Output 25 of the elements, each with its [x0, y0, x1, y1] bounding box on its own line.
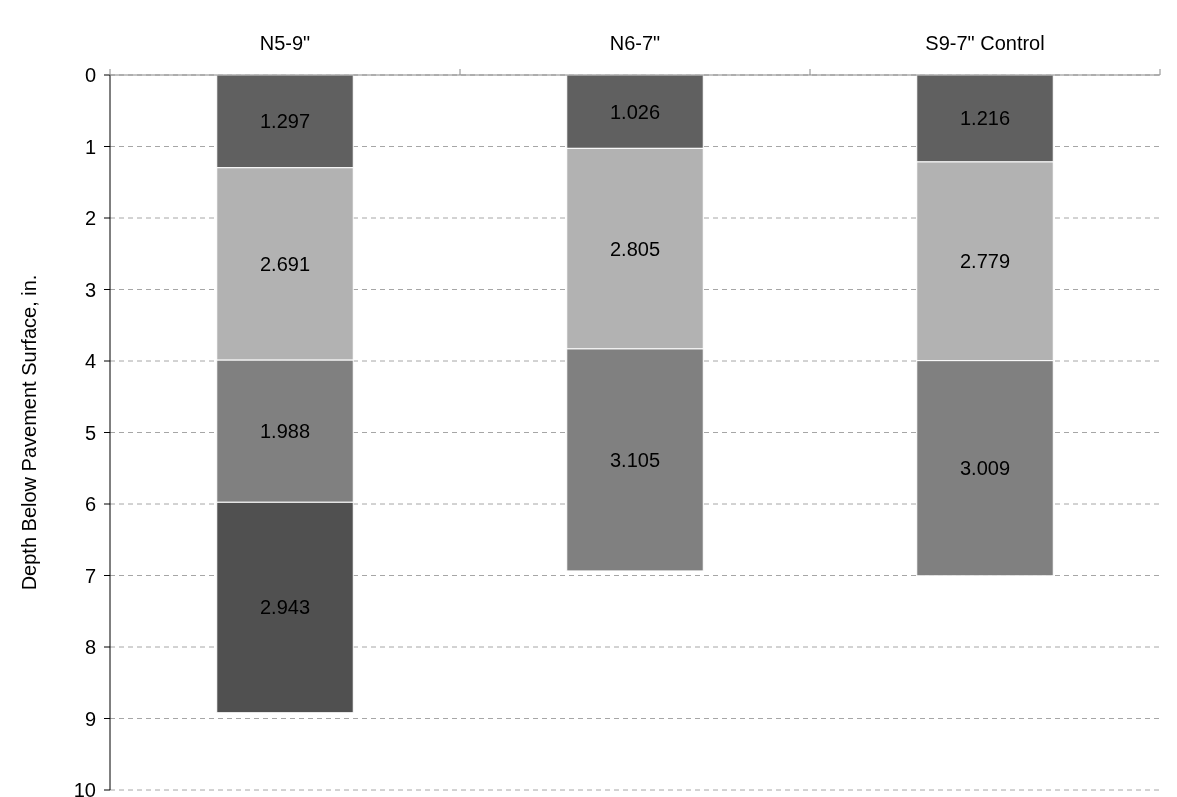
y-tick-label: 4 — [84, 350, 96, 372]
data-label: 2.691 — [259, 252, 311, 275]
y-tick-label: 2 — [84, 207, 96, 229]
data-label: 1.026 — [609, 100, 661, 123]
data-label: 2.805 — [609, 237, 661, 260]
data-label: 1.216 — [959, 107, 1011, 130]
x-tick-label: N6-7" — [609, 32, 661, 54]
x-tick-label: N5-9" — [259, 32, 311, 54]
y-axis-title: Depth Below Pavement Surface, in. — [18, 274, 40, 591]
y-tick-label: 5 — [84, 421, 96, 444]
y-tick-label: 9 — [84, 707, 96, 730]
y-tick-label: 0 — [84, 64, 96, 86]
data-label: 2.779 — [959, 250, 1011, 273]
y-tick-label: 6 — [84, 493, 96, 515]
y-tick-label: 8 — [84, 636, 96, 658]
y-tick-label: 3 — [84, 278, 96, 301]
data-label: 2.943 — [259, 596, 311, 619]
data-label: 1.297 — [259, 110, 311, 133]
y-tick-label: 10 — [73, 779, 96, 797]
data-label: 1.988 — [259, 420, 311, 443]
data-label: 3.105 — [609, 448, 661, 471]
x-tick-label: S9-7" Control — [925, 32, 1045, 54]
data-label: 3.009 — [959, 457, 1011, 480]
y-tick-label: 1 — [84, 135, 96, 158]
y-tick-label: 7 — [84, 564, 96, 587]
